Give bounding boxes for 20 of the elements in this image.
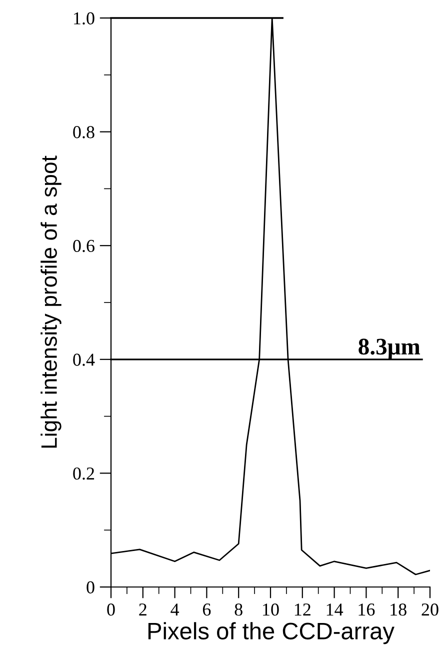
x-tick-label: 20 (422, 603, 438, 616)
x-tick-label: 16 (358, 604, 375, 616)
y-axis-title: Light intensity profile of a spot (40, 156, 62, 448)
x-tick-label: 6 (202, 604, 211, 616)
x-tick-label: 12 (294, 604, 310, 616)
x-tick-label: 2 (139, 604, 146, 616)
y-tick-label: 0.8 (73, 126, 94, 138)
x-tick-label: 18 (390, 603, 406, 616)
x-tick-label: 14 (326, 604, 344, 616)
ref-line-label: 8.3μm (358, 338, 420, 360)
y-tick-label: 0.2 (73, 467, 94, 480)
x-tick-label: 10 (263, 603, 279, 616)
x-tick-label: 0 (107, 603, 115, 616)
y-tick-label: 0.4 (73, 354, 95, 366)
y-tick-label: 1.0 (74, 12, 94, 25)
x-tick-label: 8 (234, 603, 242, 616)
y-tick-label: 0 (86, 581, 94, 594)
y-tick-label: 0.6 (73, 240, 94, 252)
x-axis-title: Pixels of the CCD-array (148, 622, 394, 644)
x-tick-label: 4 (170, 604, 180, 616)
